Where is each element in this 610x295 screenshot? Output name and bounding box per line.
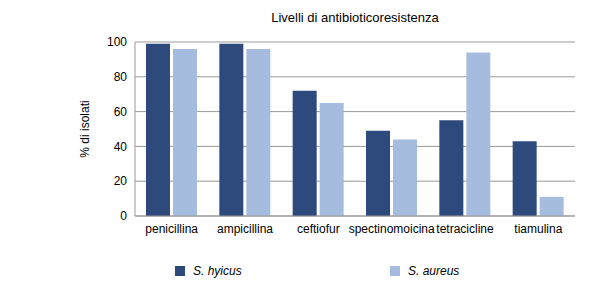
- svg-text:spectinomoicina: spectinomoicina: [349, 222, 435, 236]
- svg-text:40: 40: [114, 140, 128, 154]
- html-text:Livelli di antibioticoresisten: Livelli di antibioticoresistenza: [271, 10, 439, 25]
- svg-text:100: 100: [107, 35, 127, 49]
- svg-text:tiamulina: tiamulina: [514, 222, 562, 236]
- html-text:S. hyicus: S. hyicus: [193, 264, 242, 278]
- svg-text:20: 20: [114, 174, 128, 188]
- svg-text:ampicillina: ampicillina: [217, 222, 273, 236]
- svg-text:0: 0: [120, 209, 127, 223]
- svg-text:tetracicline: tetracicline: [436, 222, 494, 236]
- html-text:S. aureus: S. aureus: [408, 264, 460, 278]
- svg-text:60: 60: [114, 105, 128, 119]
- svg-text:ceftiofur: ceftiofur: [297, 222, 340, 236]
- svg-text:80: 80: [114, 70, 128, 84]
- svg-text:penicillina: penicillina: [145, 222, 198, 236]
- svg-text:% di isolati: % di isolati: [78, 100, 92, 157]
